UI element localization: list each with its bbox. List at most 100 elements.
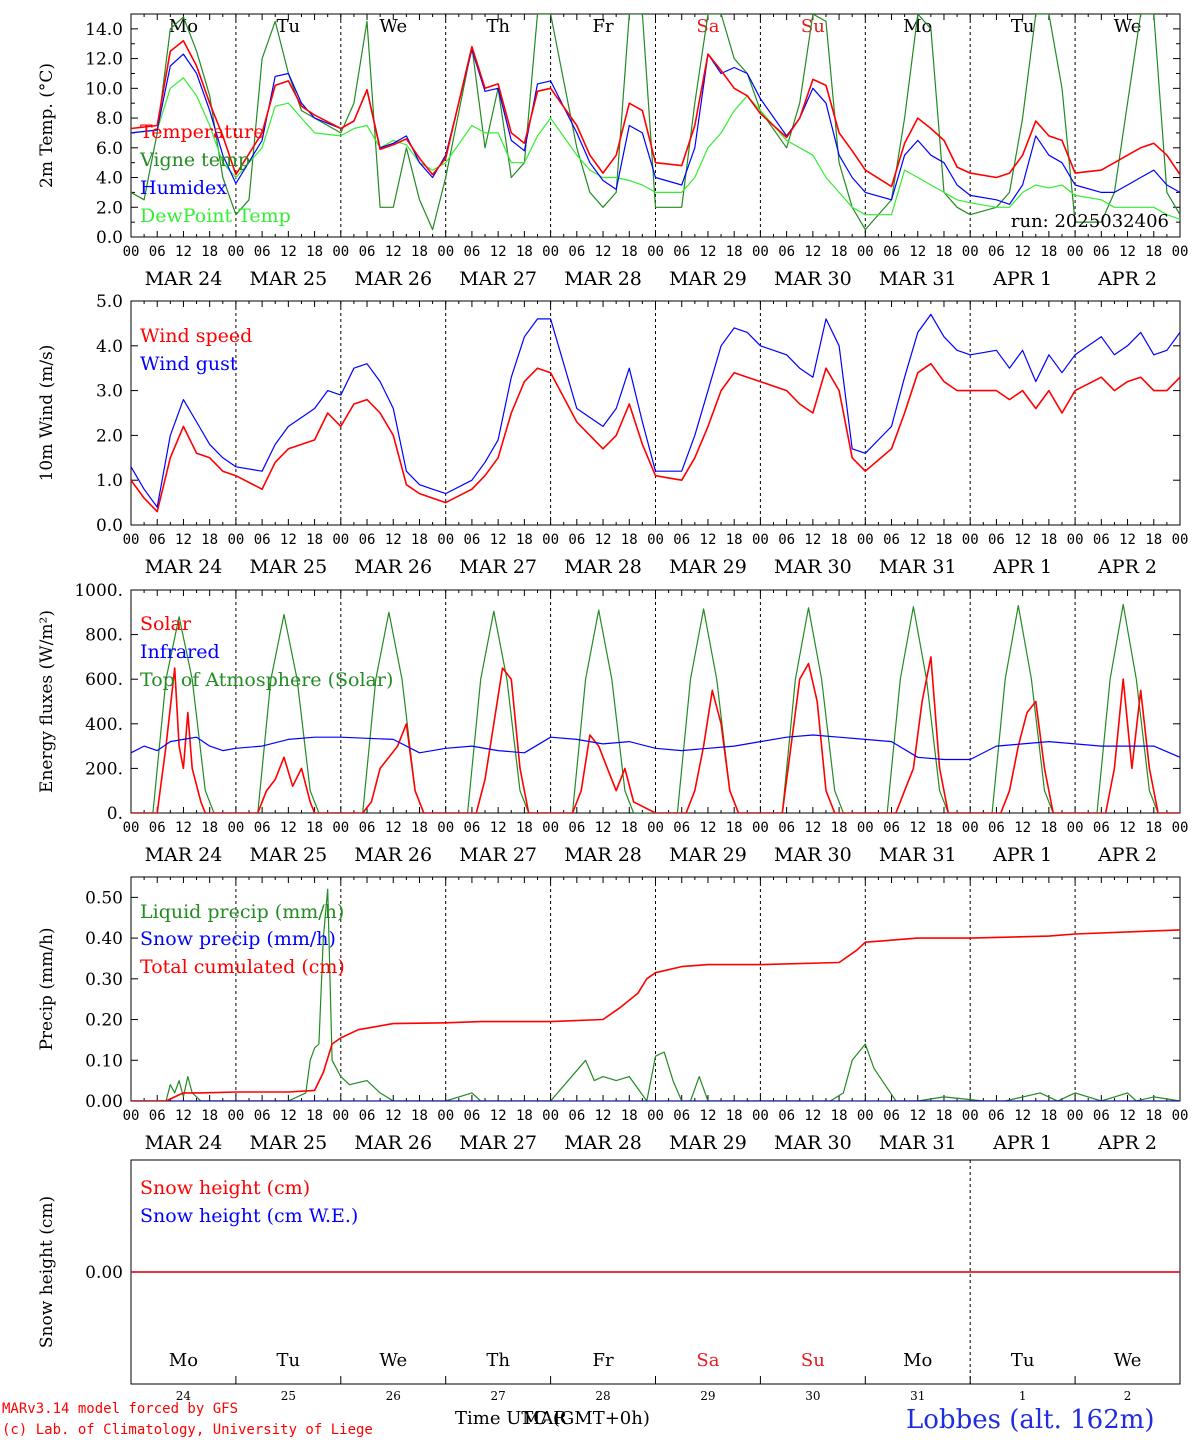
y-axis-title: Precip (mm/h) xyxy=(37,927,57,1050)
hour-tick-label: 12 xyxy=(595,1108,612,1124)
day-label: MAR 28 xyxy=(564,1132,642,1154)
hour-tick-label: 00 xyxy=(437,820,454,836)
hour-tick-label: 00 xyxy=(1172,244,1189,260)
day-label: MAR 24 xyxy=(145,268,223,290)
weekday-label: Tu xyxy=(1011,16,1035,37)
day-label: APR 2 xyxy=(1097,844,1157,866)
day-label: APR 2 xyxy=(1097,268,1157,290)
hour-tick-label: 18 xyxy=(831,532,848,548)
hour-tick-label: 00 xyxy=(857,532,874,548)
series-line-wind-gust xyxy=(131,313,1180,508)
hour-tick-label: 12 xyxy=(909,820,926,836)
series-line-temperature xyxy=(131,39,1180,188)
y-tick-label: 0.00 xyxy=(85,1263,123,1283)
hour-tick-label: 06 xyxy=(149,244,166,260)
hour-tick-label: 06 xyxy=(254,244,271,260)
hour-tick-label: 00 xyxy=(647,244,664,260)
day-label: APR 1 xyxy=(992,268,1052,290)
day-label: MAR 24 xyxy=(145,556,223,578)
hour-tick-label: 12 xyxy=(175,244,192,260)
hour-tick-label: 06 xyxy=(988,820,1005,836)
weekday-label: Su xyxy=(801,16,825,37)
day-label: MAR 30 xyxy=(774,556,852,578)
weekday-label: Su xyxy=(801,1350,825,1371)
hour-tick-label: 00 xyxy=(123,1108,140,1124)
weekday-label: Tu xyxy=(1011,1350,1035,1371)
hour-tick-label: 18 xyxy=(411,532,428,548)
hour-tick-label: 12 xyxy=(1119,1108,1136,1124)
hour-tick-label: 12 xyxy=(1014,532,1031,548)
hour-tick-label: 00 xyxy=(1172,532,1189,548)
weekday-label: Fr xyxy=(593,16,614,37)
hour-tick-label: 12 xyxy=(280,244,297,260)
hour-tick-label: 06 xyxy=(359,820,376,836)
day-label: MAR 29 xyxy=(669,1132,747,1154)
hour-tick-label: 18 xyxy=(1145,820,1162,836)
weekday-label: Fr xyxy=(593,1350,614,1371)
weekday-label: We xyxy=(379,1350,407,1371)
hour-tick-label: 18 xyxy=(726,820,743,836)
hour-tick-label: 12 xyxy=(804,244,821,260)
hour-tick-label: 18 xyxy=(201,532,218,548)
hour-tick-label: 12 xyxy=(1014,1108,1031,1124)
hour-tick-label: 12 xyxy=(385,244,402,260)
hour-tick-label: 00 xyxy=(647,532,664,548)
xaxis-title: Time UTC (GMT+0h) xyxy=(455,1408,650,1429)
hour-tick-label: 00 xyxy=(227,820,244,836)
hour-tick-label: 12 xyxy=(490,244,507,260)
hour-tick-label: 12 xyxy=(175,1108,192,1124)
hour-tick-label: 18 xyxy=(831,244,848,260)
hour-tick-label: 06 xyxy=(673,1108,690,1124)
weekday-label: We xyxy=(379,16,407,37)
legend-entry: Solar xyxy=(140,613,192,635)
hour-tick-label: 18 xyxy=(516,820,533,836)
day-number-label: 26 xyxy=(386,1389,401,1403)
hour-tick-label: 18 xyxy=(936,820,953,836)
model-credit: MARv3.14 model forced by GFS xyxy=(2,1401,238,1417)
hour-tick-label: 06 xyxy=(1093,244,1110,260)
hour-tick-label: 06 xyxy=(883,1108,900,1124)
legend-entry: Temperature xyxy=(140,121,264,143)
series-line-liquid-precip-mm-h- xyxy=(131,888,1180,1101)
y-tick-label: 0.30 xyxy=(85,970,123,990)
hour-tick-label: 12 xyxy=(490,532,507,548)
hour-tick-label: 06 xyxy=(673,532,690,548)
y-tick-label: 800. xyxy=(85,626,123,646)
hour-tick-label: 00 xyxy=(1067,532,1084,548)
y-tick-label: 0.50 xyxy=(85,888,123,908)
day-label: MAR 25 xyxy=(249,844,327,866)
chart-panel-energy: 0. 200. 400. 600. 800. 1000. Energy fluxes (W/… xyxy=(37,581,1188,866)
day-label: MAR 26 xyxy=(354,556,432,578)
hour-tick-label: 06 xyxy=(1093,820,1110,836)
y-tick-label: 600. xyxy=(85,670,123,690)
hour-tick-label: 00 xyxy=(1172,1108,1189,1124)
hour-tick-label: 06 xyxy=(568,244,585,260)
hour-tick-label: 18 xyxy=(726,244,743,260)
hour-tick-label: 06 xyxy=(463,1108,480,1124)
y-tick-label: 0.00 xyxy=(85,1092,123,1112)
hour-tick-label: 06 xyxy=(988,244,1005,260)
hour-tick-label: 06 xyxy=(778,244,795,260)
weekday-label: Mo xyxy=(903,1350,932,1371)
hour-tick-label: 00 xyxy=(1067,820,1084,836)
weekday-label: Sa xyxy=(696,1350,719,1371)
day-number-label: 28 xyxy=(595,1389,610,1403)
hour-tick-label: 18 xyxy=(621,244,638,260)
y-tick-label: 2.0 xyxy=(96,198,123,218)
hour-tick-label: 00 xyxy=(752,1108,769,1124)
hour-tick-label: 00 xyxy=(542,244,559,260)
hour-tick-label: 12 xyxy=(280,820,297,836)
hour-tick-label: 06 xyxy=(778,820,795,836)
day-label: MAR 27 xyxy=(459,556,537,578)
hour-tick-label: 06 xyxy=(673,820,690,836)
weekday-label: Tu xyxy=(277,16,301,37)
day-label: MAR 25 xyxy=(249,268,327,290)
y-tick-label: 0.20 xyxy=(85,1011,123,1031)
hour-tick-label: 06 xyxy=(568,1108,585,1124)
y-tick-label: 4.0 xyxy=(96,337,123,357)
hour-tick-label: 06 xyxy=(149,1108,166,1124)
day-label: MAR 30 xyxy=(774,844,852,866)
legend-entry: DewPoint Temp xyxy=(140,205,291,227)
hour-tick-label: 12 xyxy=(490,820,507,836)
run-label: run: 2025032406 xyxy=(1011,211,1169,232)
